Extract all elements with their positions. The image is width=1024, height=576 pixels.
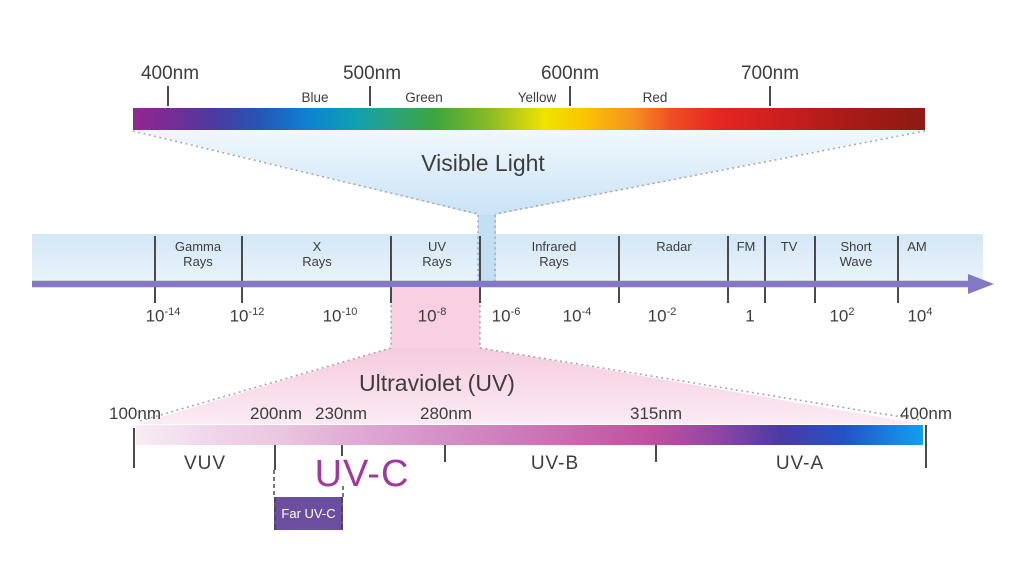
em-scale-label: 104 — [907, 306, 933, 326]
visible-color-label: Yellow — [517, 90, 557, 105]
visible-light-title: Visible Light — [421, 150, 545, 176]
far-uvc-label: Far UV-C — [281, 506, 336, 521]
em-scale-label: 10-12 — [229, 306, 265, 326]
em-scale-label: 10-14 — [145, 306, 181, 326]
uv-band-label-uvb: UV-B — [530, 453, 580, 474]
visible-light-spectrum-bar — [133, 108, 925, 130]
uv-band-label-vuv: VUV — [183, 453, 227, 474]
uv-spectrum-bar — [136, 425, 923, 445]
em-scale-label: 10-2 — [647, 306, 677, 326]
ultraviolet-title: Ultraviolet (UV) — [359, 370, 515, 396]
uv-funnel — [138, 348, 921, 424]
visible-bar-ticks — [167, 86, 771, 106]
visible-wavelength-label: 500nm — [342, 63, 402, 84]
uv-wavelength-label: 100nm — [109, 404, 161, 423]
visible-wavelength-label: 400nm — [140, 63, 200, 84]
visible-wavelength-label: 700nm — [740, 63, 800, 84]
uv-band-label-uva: UV-A — [775, 453, 825, 474]
visible-highlight-column — [478, 215, 496, 282]
uv-wavelength-label: 230nm — [315, 404, 367, 423]
em-scale-label: 102 — [829, 306, 855, 326]
far-uvc-box: Far UV-C — [274, 497, 343, 530]
visible-wavelength-label: 600nm — [540, 63, 600, 84]
uv-wavelength-label: 400nm — [900, 404, 952, 423]
em-band-ticks — [154, 236, 899, 303]
em-band-label-shortwave: Short Wave — [839, 239, 873, 269]
visible-color-label: Red — [642, 90, 668, 105]
far-uvc-dashed-leaders — [273, 470, 344, 497]
uv-wavelength-label: 280nm — [420, 404, 472, 423]
em-band-label-fm: FM — [736, 239, 756, 254]
dotted-funnel-edges — [132, 130, 926, 422]
em-band-background — [32, 234, 983, 282]
em-band-label-infrared: Infrared Rays — [531, 239, 577, 269]
em-scale-label: 10-10 — [322, 306, 358, 326]
em-band-label-radar: Radar — [656, 239, 692, 254]
em-band-label-am: AM — [907, 239, 927, 254]
uv-wavelength-label: 315nm — [630, 404, 682, 423]
em-band-label-xrays: X Rays — [302, 239, 332, 269]
em-scale-label: 10-8 — [417, 306, 447, 326]
em-band-label-uv: UV Rays — [422, 239, 452, 269]
visible-light-funnel — [133, 130, 925, 215]
visible-color-label: Blue — [301, 90, 329, 105]
em-scale-label: 10-6 — [491, 306, 521, 326]
visible-color-label: Green — [405, 90, 443, 105]
uv-wavelength-label: 200nm — [250, 404, 302, 423]
em-band-label-gamma: Gamma Rays — [174, 239, 222, 269]
em-scale-label: 10-4 — [562, 306, 592, 326]
em-scale-label: 1 — [745, 306, 755, 326]
em-band-label-tv: TV — [780, 239, 798, 254]
uv-band-label-uvc: UV-C — [314, 453, 410, 495]
em-axis-arrowhead — [968, 274, 994, 294]
uv-highlight-column — [391, 288, 480, 348]
